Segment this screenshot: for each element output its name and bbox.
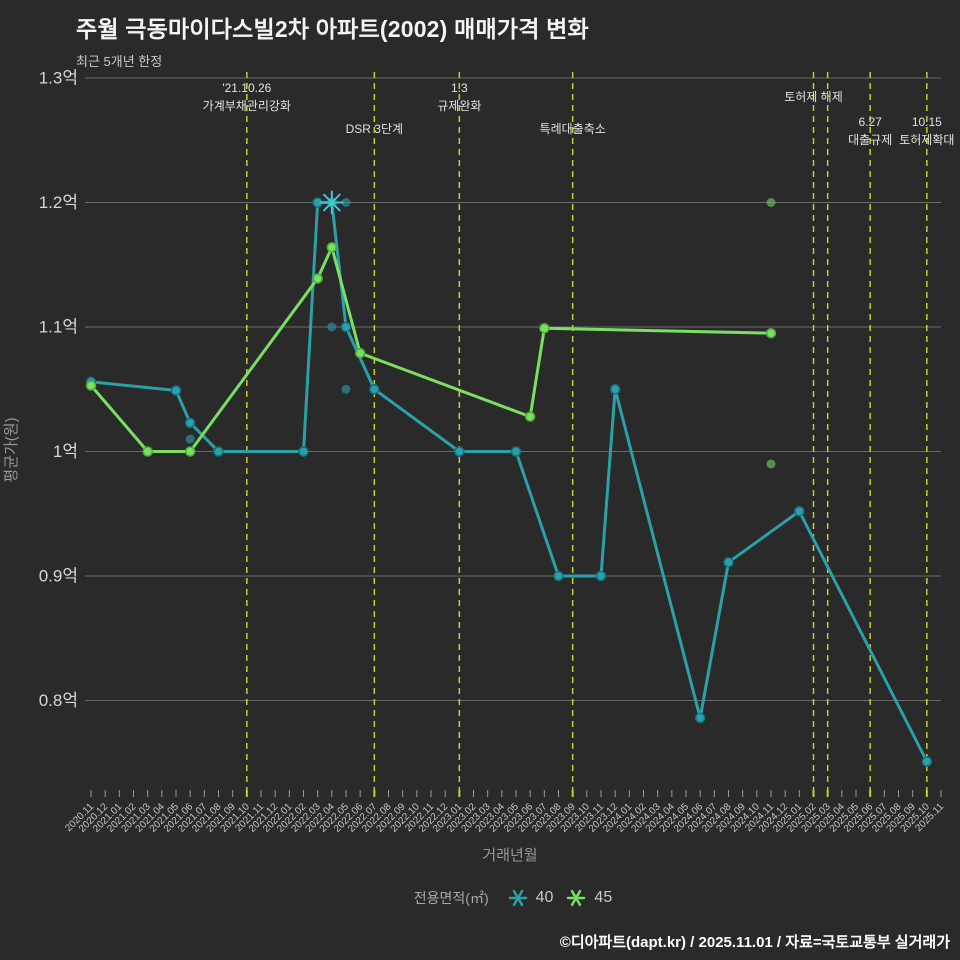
event-label: 대출규제 — [848, 133, 892, 147]
event-label: 특례대출축소 — [540, 122, 606, 136]
event-label: 1.3 — [451, 81, 468, 95]
series-40-point — [553, 570, 564, 582]
gridlines — [85, 77, 941, 701]
series-40-point — [510, 446, 522, 457]
scatter-dot — [341, 198, 351, 207]
series-45-point — [326, 242, 338, 253]
event-label: 토허제 해제 — [784, 90, 843, 104]
series-40-point — [609, 384, 621, 395]
legend-label-40: 40 — [535, 889, 554, 906]
event-label: 규제완화 — [437, 99, 481, 113]
scatter-dot — [766, 459, 776, 469]
series-45-point — [524, 411, 536, 422]
series-40-point — [694, 712, 706, 724]
page-subtitle: 최근 5개년 한정 — [76, 54, 163, 69]
series-40-point — [921, 756, 933, 767]
series-45-point — [539, 322, 550, 334]
series-40-line — [89, 201, 929, 764]
y-axis-title: 평균가(원) — [3, 417, 20, 482]
series-40-point — [213, 446, 224, 457]
asterisk-marker-icon — [567, 889, 586, 907]
series-45-point — [184, 446, 196, 457]
chart-header: 주월 극동마이다스빌2차 아파트(2002) 매매가격 변화 최근 5개년 한정 — [76, 10, 589, 70]
y-tick-label: 1억 — [53, 442, 78, 461]
event-label: DSR 3단계 — [346, 122, 403, 136]
series-45-point — [354, 347, 366, 359]
event-label: 가계부채관리강화 — [203, 99, 291, 113]
event-label: 토허제확대 — [899, 133, 954, 147]
y-axis: 1.3억 1.2억 1.1억 1억 0.9억 0.8억 — [39, 69, 78, 711]
legend-title: 전용면적(㎡) — [413, 890, 489, 906]
series-40-point — [369, 384, 380, 395]
series-45-point — [765, 327, 777, 339]
event-label: '21.10.26 — [222, 81, 271, 95]
transaction-scatter-dots — [185, 198, 776, 469]
y-tick-label: 0.9억 — [39, 567, 78, 586]
scatter-dot — [341, 384, 351, 394]
scatter-dot — [185, 434, 195, 444]
series-40-point — [298, 446, 309, 457]
series-lines — [85, 190, 933, 767]
y-tick-label: 1.1억 — [39, 318, 78, 337]
series-40-point — [595, 570, 607, 582]
page-title: 주월 극동마이다스빌2차 아파트(2002) 매매가격 변화 — [76, 16, 589, 42]
y-tick-label: 1.3억 — [39, 69, 78, 88]
series-45-point — [312, 273, 323, 284]
scatter-dot — [766, 198, 776, 207]
legend-entry-45[interactable]: 45 — [565, 888, 612, 908]
legend: 전용면적(㎡) 40 45 — [66, 888, 960, 908]
asterisk-marker-icon — [508, 889, 527, 907]
series-40-point — [170, 385, 182, 396]
y-tick-label: 0.8억 — [39, 691, 78, 710]
scatter-dot — [327, 322, 337, 332]
series-40-point — [723, 557, 734, 568]
event-label: 10.15 — [912, 115, 942, 129]
series-40-point — [184, 417, 196, 429]
x-axis-title: 거래년월 — [482, 847, 537, 864]
legend-label-45: 45 — [594, 889, 613, 906]
event-label: 6.27 — [858, 115, 882, 129]
series-45-point — [142, 446, 153, 457]
legend-entry-40[interactable]: 40 — [507, 888, 554, 908]
series-40-point — [794, 506, 805, 517]
max-price-marker — [319, 190, 344, 215]
y-tick-label: 1.2억 — [39, 193, 78, 212]
x-axis: 2020.112020.122021.012021.022021.032021.… — [63, 790, 946, 835]
series-40-point — [454, 446, 465, 457]
series-45-point — [85, 380, 97, 391]
series-40-point — [340, 321, 352, 333]
footer-credit: ©디아파트(dapt.kr) / 2025.11.01 / 자료=국토교통부 실… — [559, 934, 950, 951]
